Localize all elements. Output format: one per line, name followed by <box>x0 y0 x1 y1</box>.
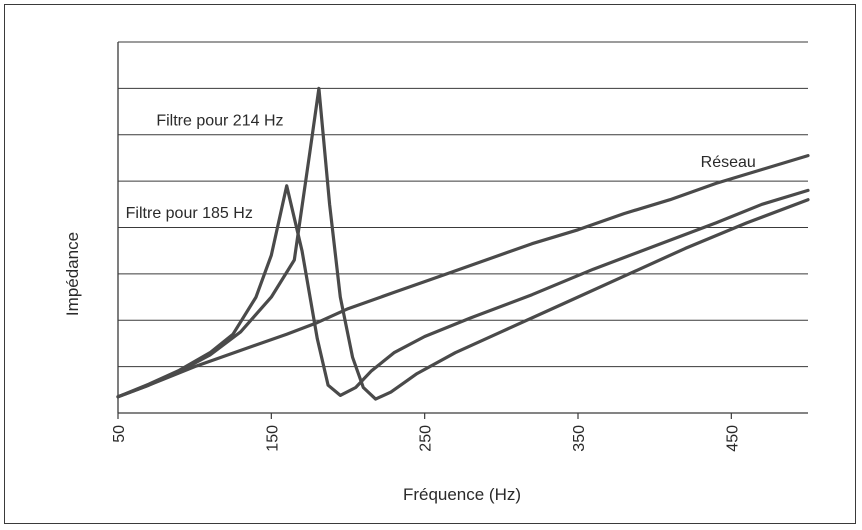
annotation-3: Réseau <box>701 154 756 171</box>
x-tick-label-150: 150 <box>264 425 281 452</box>
series-line-1 <box>116 154 810 399</box>
series-line-2 <box>116 184 810 399</box>
x-tick-label-450: 450 <box>724 425 741 452</box>
annotation-2: Filtre pour 185 Hz <box>126 205 253 222</box>
x-tick-label-350: 350 <box>571 425 588 452</box>
x-tick-label-50: 50 <box>111 425 128 443</box>
annotation-1: Filtre pour 214 Hz <box>156 112 283 129</box>
series-line-3 <box>116 86 810 401</box>
chart-frame <box>4 4 856 524</box>
x-tick-label-250: 250 <box>418 425 435 452</box>
y-axis-label: Impédance <box>63 232 82 316</box>
x-axis-label: Fréquence (Hz) <box>403 485 521 504</box>
